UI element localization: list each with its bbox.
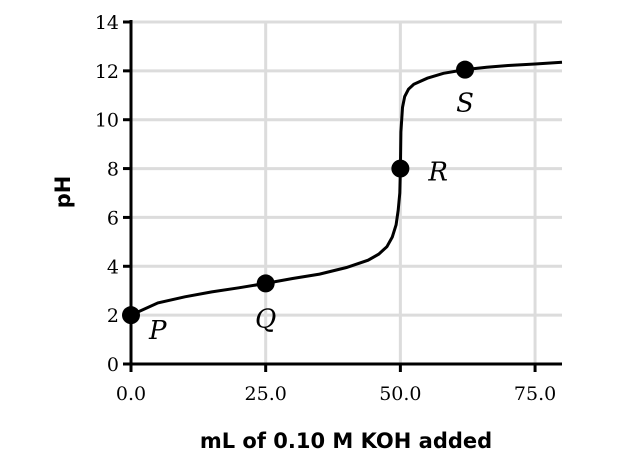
y-axis-label: pH	[51, 176, 75, 209]
y-tick-label: 0	[107, 354, 119, 376]
point-label-s: S	[456, 89, 474, 119]
x-tick-label: 50.0	[379, 383, 421, 405]
y-tick-label: 10	[95, 110, 119, 132]
y-tick-label: 8	[107, 159, 119, 181]
ticks: 0.0 25.0 50.0 75.0 0 2 4 6 8 10 12 14	[95, 12, 556, 405]
data-points: P Q R S	[122, 60, 475, 346]
point-p	[122, 306, 140, 325]
y-tick-label: 14	[95, 12, 119, 34]
point-r	[391, 159, 410, 178]
point-s	[456, 60, 475, 79]
y-tick-label: 6	[107, 207, 119, 229]
x-tick-label: 25.0	[245, 383, 287, 405]
y-tick-label: 12	[95, 61, 119, 83]
x-tick-label: 0.0	[116, 383, 146, 405]
point-label-r: R	[427, 158, 448, 188]
point-label-q: Q	[255, 304, 276, 334]
point-label-p: P	[148, 316, 167, 346]
x-tick-label: 75.0	[514, 383, 556, 405]
point-q	[256, 274, 275, 293]
titration-curve	[130, 60, 563, 317]
y-tick-label: 2	[107, 305, 119, 327]
y-tick-label: 4	[107, 256, 119, 278]
x-axis-label: mL of 0.10 M KOH added	[200, 429, 492, 453]
grid	[131, 20, 562, 364]
